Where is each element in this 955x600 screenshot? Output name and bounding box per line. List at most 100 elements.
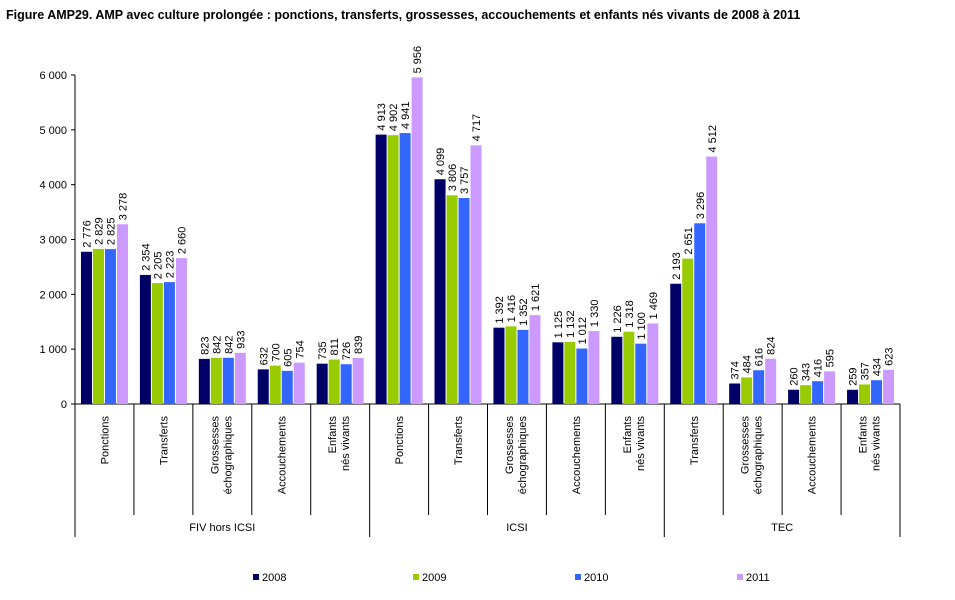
bar-2009 bbox=[269, 365, 281, 404]
data-label: 4 717 bbox=[471, 114, 483, 142]
data-label: 811 bbox=[329, 338, 341, 356]
data-label: 1 330 bbox=[589, 300, 601, 328]
bar-2011 bbox=[588, 331, 600, 404]
data-label: 616 bbox=[754, 348, 766, 366]
bar-2009 bbox=[210, 357, 222, 404]
y-tick-label: 4 000 bbox=[39, 180, 67, 192]
data-label: 4 941 bbox=[400, 102, 412, 130]
data-label: 4 913 bbox=[376, 103, 388, 131]
data-label: 2 354 bbox=[140, 243, 152, 271]
data-label: 2 825 bbox=[105, 218, 117, 246]
data-label: 4 099 bbox=[435, 148, 447, 176]
bar-2010 bbox=[458, 197, 470, 404]
data-label: 1 392 bbox=[494, 296, 506, 324]
y-tick-label: 6 000 bbox=[39, 70, 67, 82]
category-label: Ponctions bbox=[394, 416, 406, 465]
bar-2011 bbox=[529, 315, 541, 404]
data-label: 823 bbox=[199, 337, 211, 355]
data-label: 1 012 bbox=[577, 317, 589, 345]
bar-2008 bbox=[552, 342, 564, 404]
data-label: 842 bbox=[223, 335, 235, 353]
data-label: 1 132 bbox=[565, 310, 577, 338]
data-label: 632 bbox=[258, 347, 270, 365]
data-label: 2 651 bbox=[683, 227, 695, 255]
category-label: Grossesseséchographiques bbox=[504, 416, 529, 495]
bar-2010 bbox=[399, 133, 411, 405]
legend-label: 2009 bbox=[422, 572, 446, 584]
data-label: 1 100 bbox=[636, 312, 648, 340]
category-label: Transferts bbox=[453, 416, 465, 466]
category-label: Grossesseséchographiques bbox=[740, 416, 765, 495]
data-label: 2 660 bbox=[176, 227, 188, 255]
data-label: 374 bbox=[730, 361, 742, 379]
y-tick-label: 0 bbox=[61, 399, 67, 411]
legend-swatch bbox=[253, 574, 259, 580]
bar-2011 bbox=[293, 362, 305, 404]
group-label: FIV hors ICSI bbox=[189, 522, 255, 534]
y-tick-label: 5 000 bbox=[39, 125, 67, 137]
legend-swatch bbox=[413, 574, 419, 580]
bar-2009 bbox=[741, 377, 753, 404]
bar-2010 bbox=[517, 329, 529, 404]
data-label: 754 bbox=[294, 340, 306, 358]
bar-2009 bbox=[505, 326, 517, 404]
data-label: 933 bbox=[235, 330, 247, 348]
data-label: 3 296 bbox=[695, 192, 707, 220]
data-label: 416 bbox=[813, 359, 825, 377]
data-label: 726 bbox=[341, 342, 353, 360]
bar-2008 bbox=[611, 336, 623, 404]
data-label: 2 776 bbox=[81, 220, 93, 248]
data-label: 4 512 bbox=[707, 125, 719, 153]
y-tick-label: 2 000 bbox=[39, 289, 67, 301]
data-label: 2 193 bbox=[671, 252, 683, 280]
bar-2008 bbox=[847, 389, 859, 404]
data-label: 2 829 bbox=[93, 217, 105, 245]
category-label: Grossesseséchographiques bbox=[209, 416, 234, 495]
bar-2008 bbox=[257, 369, 269, 404]
bar-2010 bbox=[576, 348, 588, 404]
data-label: 4 902 bbox=[388, 104, 400, 132]
bar-2010 bbox=[635, 343, 647, 404]
category-label: Enfantsnés vivants bbox=[327, 416, 352, 472]
bar-2009 bbox=[387, 135, 399, 404]
bar-2008 bbox=[198, 358, 210, 404]
bar-2011 bbox=[411, 77, 423, 405]
legend-swatch bbox=[575, 574, 581, 580]
bar-2010 bbox=[222, 357, 234, 404]
bar-2008 bbox=[80, 251, 92, 404]
bar-2009 bbox=[682, 258, 694, 404]
data-label: 605 bbox=[282, 348, 294, 366]
bar-2011 bbox=[883, 369, 895, 404]
bar-2010 bbox=[104, 249, 116, 404]
bar-2011 bbox=[175, 258, 187, 404]
legend-label: 2011 bbox=[746, 572, 770, 584]
bar-2011 bbox=[352, 357, 364, 404]
data-label: 2 205 bbox=[152, 252, 164, 280]
bar-2010 bbox=[340, 364, 352, 404]
bar-2010 bbox=[812, 381, 824, 404]
bar-2011 bbox=[824, 371, 836, 404]
bar-2008 bbox=[670, 283, 682, 404]
bar-2011 bbox=[765, 358, 777, 404]
legend-label: 2010 bbox=[584, 572, 608, 584]
data-label: 1 318 bbox=[624, 300, 636, 328]
data-label: 3 806 bbox=[447, 164, 459, 192]
bar-2011 bbox=[647, 323, 659, 404]
bar-2011 bbox=[470, 145, 482, 404]
chart-title: Figure AMP29. AMP avec culture prolongée… bbox=[6, 8, 801, 22]
data-label: 1 125 bbox=[553, 311, 565, 339]
bar-2008 bbox=[493, 327, 505, 404]
bar-2008 bbox=[316, 363, 328, 404]
category-label: Enfantsnés vivants bbox=[622, 416, 647, 472]
bar-2010 bbox=[694, 223, 706, 404]
bar-2010 bbox=[871, 380, 883, 404]
bar-2009 bbox=[623, 331, 635, 404]
bar-2009 bbox=[446, 195, 458, 404]
y-tick-label: 3 000 bbox=[39, 235, 67, 247]
data-label: 2 223 bbox=[164, 251, 176, 279]
data-label: 260 bbox=[789, 367, 801, 385]
data-label: 3 278 bbox=[117, 193, 129, 221]
bar-2009 bbox=[564, 341, 576, 404]
y-tick-label: 1 000 bbox=[39, 344, 67, 356]
